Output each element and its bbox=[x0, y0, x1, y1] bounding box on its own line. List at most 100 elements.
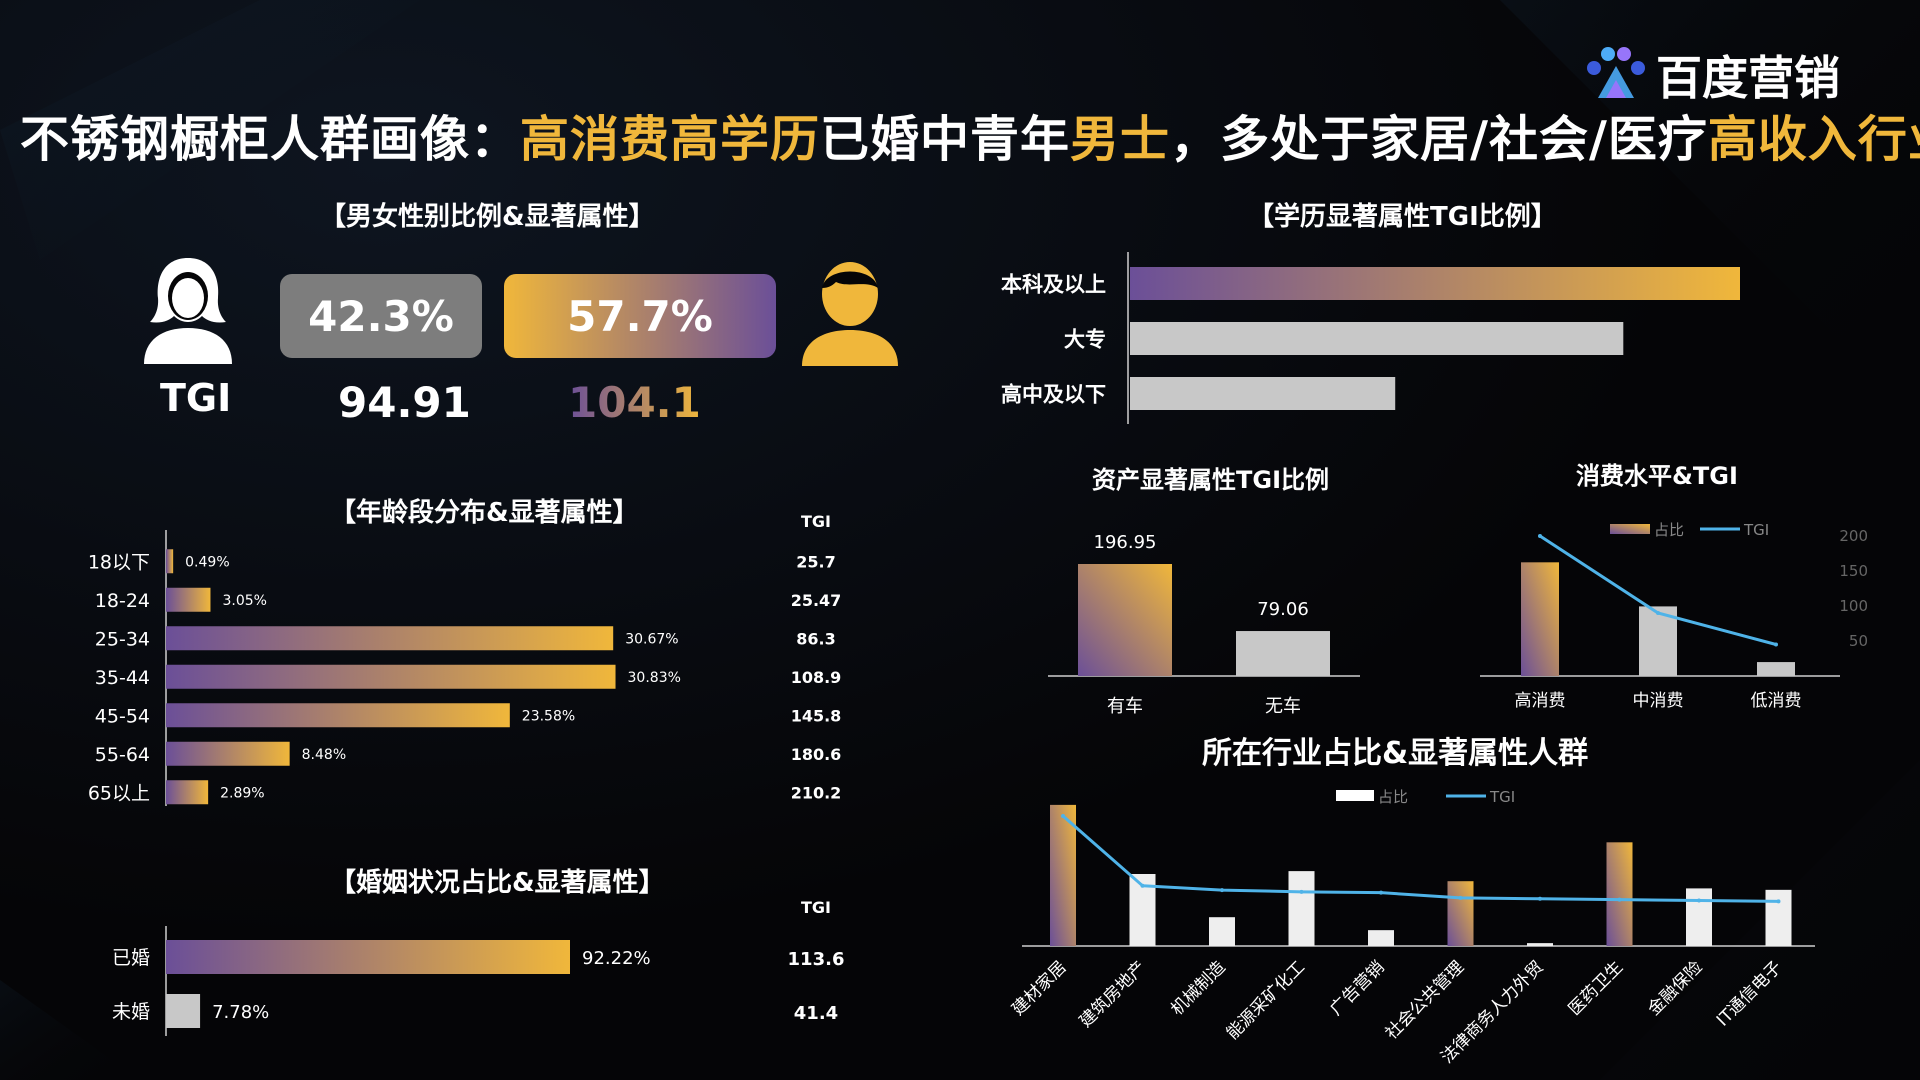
marriage-value-label: 92.22% bbox=[582, 948, 651, 969]
asset-section-title: 资产显著属性TGI比例 bbox=[1092, 466, 1329, 494]
y2-tick-label: 100 bbox=[1839, 597, 1868, 615]
consume-tgi-point bbox=[1774, 642, 1778, 647]
industry-category-label: 建筑房地产 bbox=[1076, 957, 1150, 1031]
industry-tgi-point bbox=[1538, 896, 1542, 901]
age-bar bbox=[166, 626, 614, 651]
legend-swatch-share bbox=[1610, 524, 1650, 534]
age-category-label: 45-54 bbox=[95, 705, 150, 727]
female-user-icon bbox=[144, 258, 232, 364]
gender-section-title: 【男女性别比例&显著属性】 bbox=[320, 202, 655, 232]
education-bar bbox=[1130, 322, 1624, 355]
consume-tgi-point bbox=[1656, 611, 1660, 615]
age-category-label: 18-24 bbox=[95, 590, 150, 612]
title-part-highlight: 高消费高学历 bbox=[520, 111, 821, 168]
male-percent: 57.7% bbox=[567, 291, 713, 341]
industry-bar bbox=[1527, 943, 1553, 946]
legend-label-share: 占比 bbox=[1654, 521, 1684, 539]
age-tgi-value: 210.2 bbox=[791, 783, 842, 802]
education-category-label: 高中及以下 bbox=[1001, 383, 1106, 407]
asset-value-label: 196.95 bbox=[1094, 532, 1157, 553]
industry-category-label: 广告营销 bbox=[1326, 957, 1388, 1019]
age-value-label: 23.58% bbox=[522, 708, 575, 724]
tgi-label: TGI bbox=[160, 376, 232, 420]
consume-bar bbox=[1757, 662, 1795, 676]
industry-category-label: 机械制造 bbox=[1167, 957, 1229, 1019]
age-category-label: 35-44 bbox=[95, 667, 150, 689]
industry-category-label: IT通信电子 bbox=[1713, 957, 1786, 1030]
industry-category-label: 能源采矿化工 bbox=[1223, 957, 1309, 1043]
asset-category-label: 有车 bbox=[1107, 696, 1143, 717]
industry-tgi-point bbox=[1220, 888, 1224, 893]
age-bar bbox=[166, 549, 174, 574]
industry-category-label: 医药卫生 bbox=[1565, 957, 1627, 1019]
industry-tgi-point bbox=[1617, 897, 1622, 902]
industry-bar bbox=[1368, 930, 1394, 946]
marriage-chart: 已婚 92.22% 113.6 未婚 7.78% 41.4 bbox=[112, 926, 845, 1036]
age-bar bbox=[166, 741, 290, 766]
marriage-section-title: 【婚姻状况占比&显著属性】 bbox=[330, 868, 665, 898]
page-title: 不锈钢橱柜人群画像：高消费高学历已婚中青年男士，多处于家居/社会/医疗高收入行业 bbox=[20, 100, 1920, 171]
industry-tgi-point bbox=[1776, 899, 1781, 904]
age-value-label: 30.67% bbox=[625, 631, 678, 647]
logo: 百度营销 bbox=[1584, 42, 1840, 108]
consume-bar bbox=[1521, 562, 1559, 676]
age-tgi-value: 180.6 bbox=[791, 745, 842, 764]
age-category-label: 18以下 bbox=[88, 551, 150, 573]
asset-bar bbox=[1236, 631, 1330, 676]
male-percent-box: 57.7% bbox=[504, 274, 776, 358]
marriage-bar bbox=[166, 994, 201, 1028]
female-tgi: 94.91 bbox=[338, 378, 471, 427]
industry-bar bbox=[1209, 917, 1235, 946]
age-bar bbox=[166, 703, 510, 728]
education-bar bbox=[1130, 267, 1740, 300]
industry-bar bbox=[1686, 888, 1712, 946]
legend-swatch-share bbox=[1336, 790, 1374, 801]
marriage-value-label: 7.78% bbox=[212, 1002, 269, 1023]
industry-bar bbox=[1447, 881, 1474, 946]
female-percent-box: 42.3% bbox=[280, 274, 482, 358]
marriage-bar bbox=[166, 940, 570, 974]
title-part: ，多处于家居/社会/医疗 bbox=[1170, 111, 1708, 168]
age-value-label: 3.05% bbox=[222, 593, 266, 609]
industry-tgi-point bbox=[1061, 814, 1065, 818]
marriage-tgi-value: 41.4 bbox=[794, 1003, 838, 1024]
age-tgi-value: 86.3 bbox=[796, 629, 835, 648]
asset-chart: 196.95 有车 79.06 无车 bbox=[1048, 532, 1360, 717]
industry-tgi-point bbox=[1458, 895, 1463, 900]
marriage-tgi-value: 113.6 bbox=[788, 949, 845, 970]
female-percent: 42.3% bbox=[308, 291, 454, 341]
industry-bar bbox=[1050, 804, 1076, 946]
male-user-icon bbox=[802, 262, 898, 366]
age-tgi-value: 108.9 bbox=[791, 668, 842, 687]
consume-chart: 占比 TGI 200 150 100 50 高消费 中消费 低消费 bbox=[1480, 521, 1868, 711]
male-tgi: 104.1 bbox=[568, 378, 701, 427]
legend-label-tgi: TGI bbox=[1489, 788, 1515, 806]
consume-category-label: 中消费 bbox=[1633, 691, 1684, 711]
industry-bar bbox=[1765, 889, 1792, 946]
age-tgi-value: 25.7 bbox=[796, 552, 835, 571]
consume-tgi-point bbox=[1538, 534, 1542, 538]
industry-category-label: 建材家居 bbox=[1008, 957, 1070, 1019]
title-part: 不锈钢橱柜人群画像： bbox=[20, 111, 521, 168]
education-category-label: 大专 bbox=[1064, 328, 1106, 352]
age-category-label: 65以上 bbox=[88, 782, 150, 804]
industry-tgi-point bbox=[1697, 898, 1701, 903]
age-section-title: 【年龄段分布&显著属性】 bbox=[330, 498, 639, 528]
age-tgi-value: 145.8 bbox=[791, 706, 842, 725]
consume-section-title: 消费水平&TGI bbox=[1576, 462, 1738, 490]
y2-tick-label: 150 bbox=[1839, 562, 1868, 580]
age-bar bbox=[166, 587, 211, 612]
asset-value-label: 79.06 bbox=[1257, 599, 1309, 620]
title-part-highlight: 男士 bbox=[1070, 111, 1171, 168]
age-value-label: 2.89% bbox=[220, 785, 264, 801]
education-section-title: 【学历显著属性TGI比例】 bbox=[1248, 202, 1557, 232]
y2-tick-label: 200 bbox=[1839, 527, 1868, 545]
marriage-category-label: 已婚 bbox=[112, 947, 150, 969]
legend-label-share: 占比 bbox=[1378, 788, 1408, 806]
title-part-highlight: 高收入行业 bbox=[1707, 111, 1920, 168]
age-value-label: 0.49% bbox=[185, 554, 229, 570]
consume-bar bbox=[1639, 606, 1677, 676]
education-category-label: 本科及以上 bbox=[1001, 273, 1106, 297]
